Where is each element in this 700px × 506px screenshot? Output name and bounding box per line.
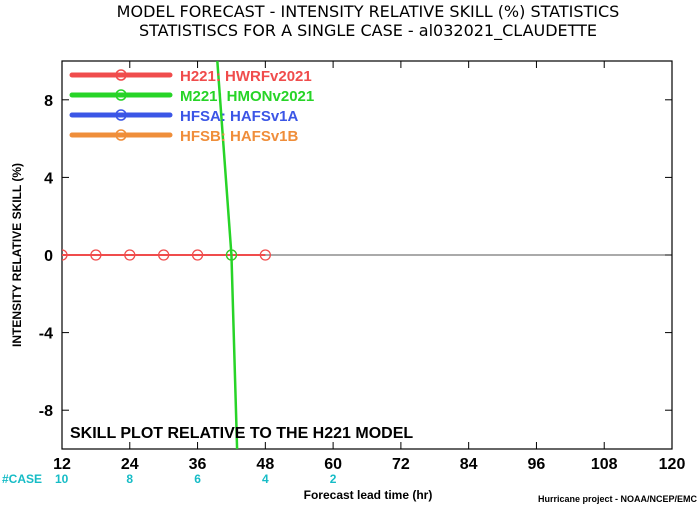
y-axis-label: INTENSITY RELATIVE SKILL (%) [10, 163, 24, 347]
case-count: 2 [330, 472, 337, 486]
legend-label-2: HFSA: HAFSv1A [180, 108, 299, 125]
y-tick-label: 8 [44, 93, 53, 110]
case-count: 10 [55, 472, 69, 486]
series-marker-0 [158, 249, 170, 261]
legend-marker-3 [115, 129, 127, 141]
chart-subtitle: STATISTISCS FOR A SINGLE CASE - al032021… [139, 21, 597, 41]
series-marker-0 [259, 249, 271, 261]
x-tick-label: 96 [528, 456, 546, 473]
skill-annotation: SKILL PLOT RELATIVE TO THE H221 MODEL [70, 425, 413, 442]
chart-title: MODEL FORECAST - INTENSITY RELATIVE SKIL… [117, 2, 620, 21]
x-tick-label: 108 [591, 456, 618, 473]
case-label: #CASE [2, 472, 42, 486]
case-count: 6 [194, 472, 201, 486]
y-tick-label: 0 [44, 248, 53, 265]
legend-label-1: M221: HMONv2021 [180, 88, 314, 105]
series-marker-0 [191, 249, 204, 261]
series-marker-0 [62, 249, 68, 261]
series-marker-0 [90, 249, 102, 261]
case-count: 8 [126, 472, 133, 486]
credit-text: Hurricane project - NOAA/NCEP/EMC [538, 494, 698, 504]
legend-marker-1 [115, 89, 127, 101]
series-marker-1 [225, 249, 238, 261]
x-tick-label: 84 [460, 456, 478, 473]
series-group [62, 61, 271, 449]
x-tick-label: 60 [324, 456, 342, 473]
y-tick-label: 4 [44, 170, 53, 187]
x-tick-label: 72 [392, 456, 410, 473]
x-tick-label: 24 [121, 456, 139, 473]
legend-label-3: HFSB: HAFSv1B [180, 128, 299, 145]
series-line-1 [216, 61, 239, 449]
x-tick-label: 36 [189, 456, 207, 473]
x-tick-label: 12 [53, 456, 71, 473]
legend-marker-2 [115, 109, 127, 121]
x-axis-label: Forecast lead time (hr) [304, 488, 433, 502]
legend: H221: HWRFv2021 M221: HMONv2021 HFSA: HAFS… [69, 68, 314, 145]
legend-label-0: H221: HWRFv2021 [180, 68, 312, 85]
x-tick-label: 48 [256, 456, 274, 473]
series-marker-0 [124, 249, 136, 261]
legend-marker-0 [115, 69, 127, 81]
case-count: 4 [262, 472, 269, 486]
y-tick-label: -8 [39, 403, 53, 420]
x-tick-label: 120 [659, 456, 686, 473]
y-tick-label: -4 [39, 326, 53, 343]
